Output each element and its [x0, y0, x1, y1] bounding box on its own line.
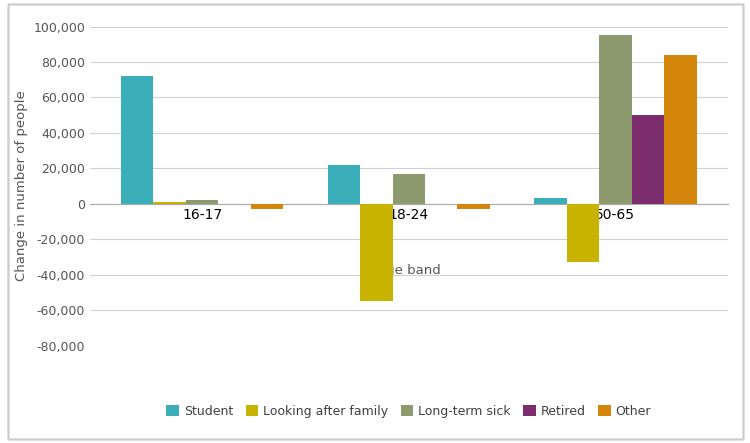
Bar	[567, 204, 599, 262]
X-axis label: Age band: Age band	[376, 264, 441, 276]
Legend: Student, Looking after family, Long-term sick, Retired, Other: Student, Looking after family, Long-term…	[161, 400, 656, 423]
Bar	[534, 198, 567, 204]
Bar	[121, 76, 154, 204]
Bar	[154, 202, 186, 204]
Bar	[632, 115, 664, 204]
Bar	[458, 204, 490, 209]
Bar	[664, 55, 697, 204]
Bar	[328, 165, 360, 204]
Bar	[392, 174, 425, 204]
Bar	[360, 204, 392, 301]
Bar	[186, 200, 218, 204]
Bar	[599, 35, 632, 204]
Bar	[251, 204, 284, 209]
Y-axis label: Change in number of people: Change in number of people	[15, 91, 28, 281]
